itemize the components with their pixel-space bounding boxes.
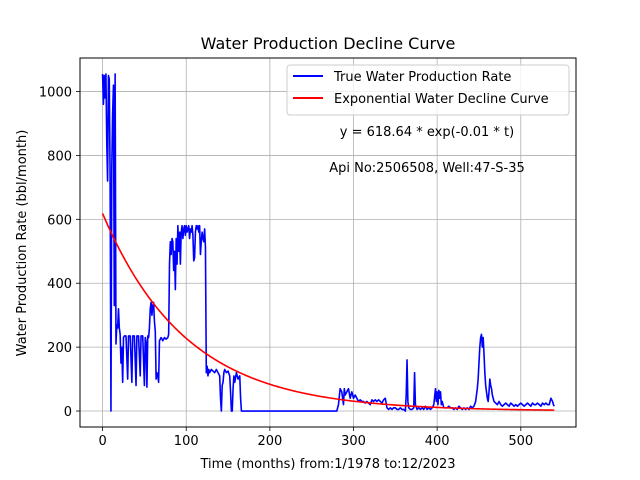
plot-data [101,73,555,412]
x-tick-label: 100 [174,434,199,449]
well-annotation: Api No:2506508, Well:47-S-35 [329,161,525,176]
x-tick-label: 0 [98,434,106,449]
legend-box [286,64,570,116]
y-tick-label: 400 [47,277,72,292]
legend-label-decline-curve: Exponential Water Decline Curve [334,92,549,107]
legend-label-true-rate: True Water Production Rate [333,70,511,85]
equation-annotation: y = 618.64 * exp(-0.01 * t) [340,125,514,140]
series-line-decline-curve [101,213,555,411]
y-axis-label: Water Production Rate (bbl/month) [15,130,30,357]
x-tick-label: 200 [257,434,282,449]
y-tick-label: 600 [47,213,72,228]
x-tick-label: 500 [508,434,533,449]
y-tick-label: 1000 [39,86,72,101]
y-tick-label: 800 [47,149,72,164]
legend: True Water Production Rate Exponential W… [286,64,570,116]
y-tick-label: 200 [47,341,72,356]
ticks: 0 100 200 300 400 500 0 200 400 600 800 1000 [39,86,533,449]
grid [80,58,576,427]
plot-frame [79,57,577,428]
x-tick-label: 400 [425,434,450,449]
series-line-true-rate [101,73,555,412]
x-axis-label: Time (months) from:1/1978 to:12/2023 [199,457,455,472]
chart-title: Water Production Decline Curve [201,34,456,53]
x-tick-label: 300 [341,434,366,449]
y-tick-label: 0 [64,405,72,420]
